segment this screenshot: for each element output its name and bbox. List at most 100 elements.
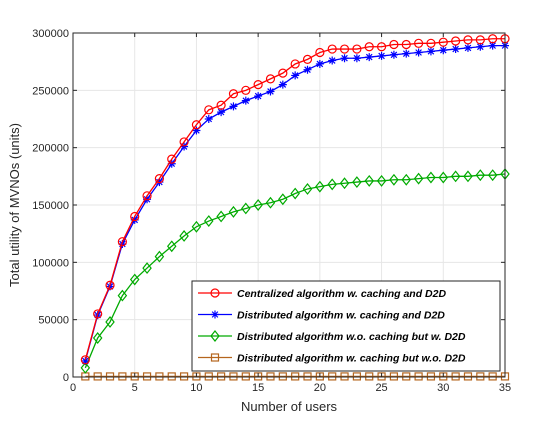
data-point bbox=[204, 215, 214, 228]
data-point bbox=[439, 46, 448, 55]
legend-item: Distributed algorithm w. caching and D2D bbox=[198, 310, 445, 322]
data-point bbox=[130, 211, 140, 222]
data-point bbox=[278, 80, 287, 89]
data-point bbox=[191, 120, 202, 130]
data-point bbox=[451, 36, 461, 46]
data-point bbox=[192, 126, 201, 135]
data-point bbox=[117, 237, 127, 247]
data-point bbox=[266, 372, 275, 381]
data-point bbox=[142, 191, 152, 201]
data-point bbox=[451, 372, 460, 381]
data-point bbox=[475, 169, 486, 182]
series-4 bbox=[81, 372, 510, 381]
data-point bbox=[93, 309, 103, 319]
data-point bbox=[290, 59, 300, 69]
data-point bbox=[266, 87, 275, 96]
x-tick-label: 30 bbox=[437, 382, 449, 394]
data-point bbox=[117, 289, 128, 302]
data-point bbox=[488, 41, 497, 50]
data-point bbox=[253, 199, 263, 211]
data-point bbox=[487, 169, 498, 182]
x-tick-label: 25 bbox=[375, 382, 387, 394]
data-point bbox=[426, 171, 436, 184]
data-point bbox=[228, 89, 239, 99]
legend-label: Distributed algorithm w.o. caching but w… bbox=[237, 331, 466, 343]
legend: Centralized algorithm w. caching and D2D… bbox=[191, 280, 501, 372]
data-point bbox=[191, 220, 202, 233]
series-3 bbox=[80, 168, 510, 374]
data-point bbox=[451, 45, 460, 54]
data-point bbox=[389, 173, 399, 186]
data-point bbox=[80, 361, 91, 374]
x-tick-label: 35 bbox=[499, 382, 511, 394]
x-tick-label: 5 bbox=[132, 382, 138, 394]
data-point bbox=[302, 182, 313, 195]
data-point bbox=[488, 372, 497, 381]
data-point bbox=[167, 372, 176, 381]
data-point bbox=[241, 85, 251, 95]
data-point bbox=[129, 273, 140, 286]
data-point bbox=[302, 54, 313, 64]
data-point bbox=[414, 48, 423, 57]
data-point bbox=[278, 193, 288, 206]
x-tick-label: 15 bbox=[252, 382, 264, 394]
data-point bbox=[488, 34, 498, 44]
data-point bbox=[217, 372, 226, 381]
data-point bbox=[81, 356, 90, 365]
data-point bbox=[389, 372, 399, 381]
legend-marker bbox=[210, 288, 220, 298]
data-point bbox=[476, 372, 485, 381]
data-point bbox=[265, 196, 276, 209]
data-point bbox=[376, 42, 387, 52]
x-axis-label: Number of users bbox=[241, 399, 338, 414]
data-point bbox=[439, 372, 448, 381]
data-point bbox=[364, 174, 374, 187]
legend-item: Distributed algorithm w. caching but w.o… bbox=[198, 353, 466, 365]
legend-label: Distributed algorithm w. caching and D2D bbox=[237, 310, 445, 322]
data-point bbox=[229, 372, 238, 381]
data-point bbox=[475, 35, 485, 45]
data-point bbox=[154, 174, 164, 184]
data-point bbox=[365, 372, 374, 381]
data-point bbox=[339, 177, 350, 190]
data-point bbox=[179, 229, 189, 242]
data-point bbox=[352, 54, 361, 63]
data-point bbox=[327, 44, 337, 54]
data-point bbox=[402, 372, 411, 381]
y-tick-label: 200000 bbox=[32, 143, 69, 155]
legend-label: Centralized algorithm w. caching and D2D bbox=[237, 288, 446, 300]
data-point bbox=[105, 372, 115, 381]
data-point bbox=[315, 372, 324, 381]
x-tick-label: 10 bbox=[190, 382, 202, 394]
data-point bbox=[217, 108, 226, 117]
y-tick-label: 300000 bbox=[32, 28, 69, 40]
data-point bbox=[303, 65, 312, 74]
y-tick-label: 0 bbox=[63, 372, 69, 384]
data-point bbox=[254, 92, 263, 101]
data-point bbox=[253, 79, 263, 90]
data-point bbox=[339, 44, 350, 54]
data-point bbox=[476, 42, 485, 51]
data-point bbox=[179, 372, 189, 381]
x-tick-label: 0 bbox=[70, 382, 76, 394]
data-point bbox=[303, 372, 312, 381]
data-point bbox=[401, 173, 412, 186]
data-point bbox=[426, 38, 436, 48]
data-point bbox=[315, 180, 325, 193]
data-point bbox=[105, 280, 115, 290]
data-point bbox=[414, 38, 424, 48]
data-point bbox=[352, 176, 362, 189]
data-point bbox=[241, 96, 250, 105]
data-point bbox=[179, 137, 189, 147]
legend-item: Distributed algorithm w.o. caching but w… bbox=[198, 330, 466, 343]
data-point bbox=[80, 355, 90, 365]
data-point bbox=[389, 39, 399, 50]
data-point bbox=[142, 372, 152, 381]
data-point bbox=[402, 49, 411, 58]
data-point bbox=[401, 39, 411, 50]
data-point bbox=[265, 74, 276, 84]
legend-item: Centralized algorithm w. caching and D2D bbox=[198, 288, 446, 300]
data-point bbox=[167, 154, 177, 164]
data-point bbox=[364, 42, 374, 52]
